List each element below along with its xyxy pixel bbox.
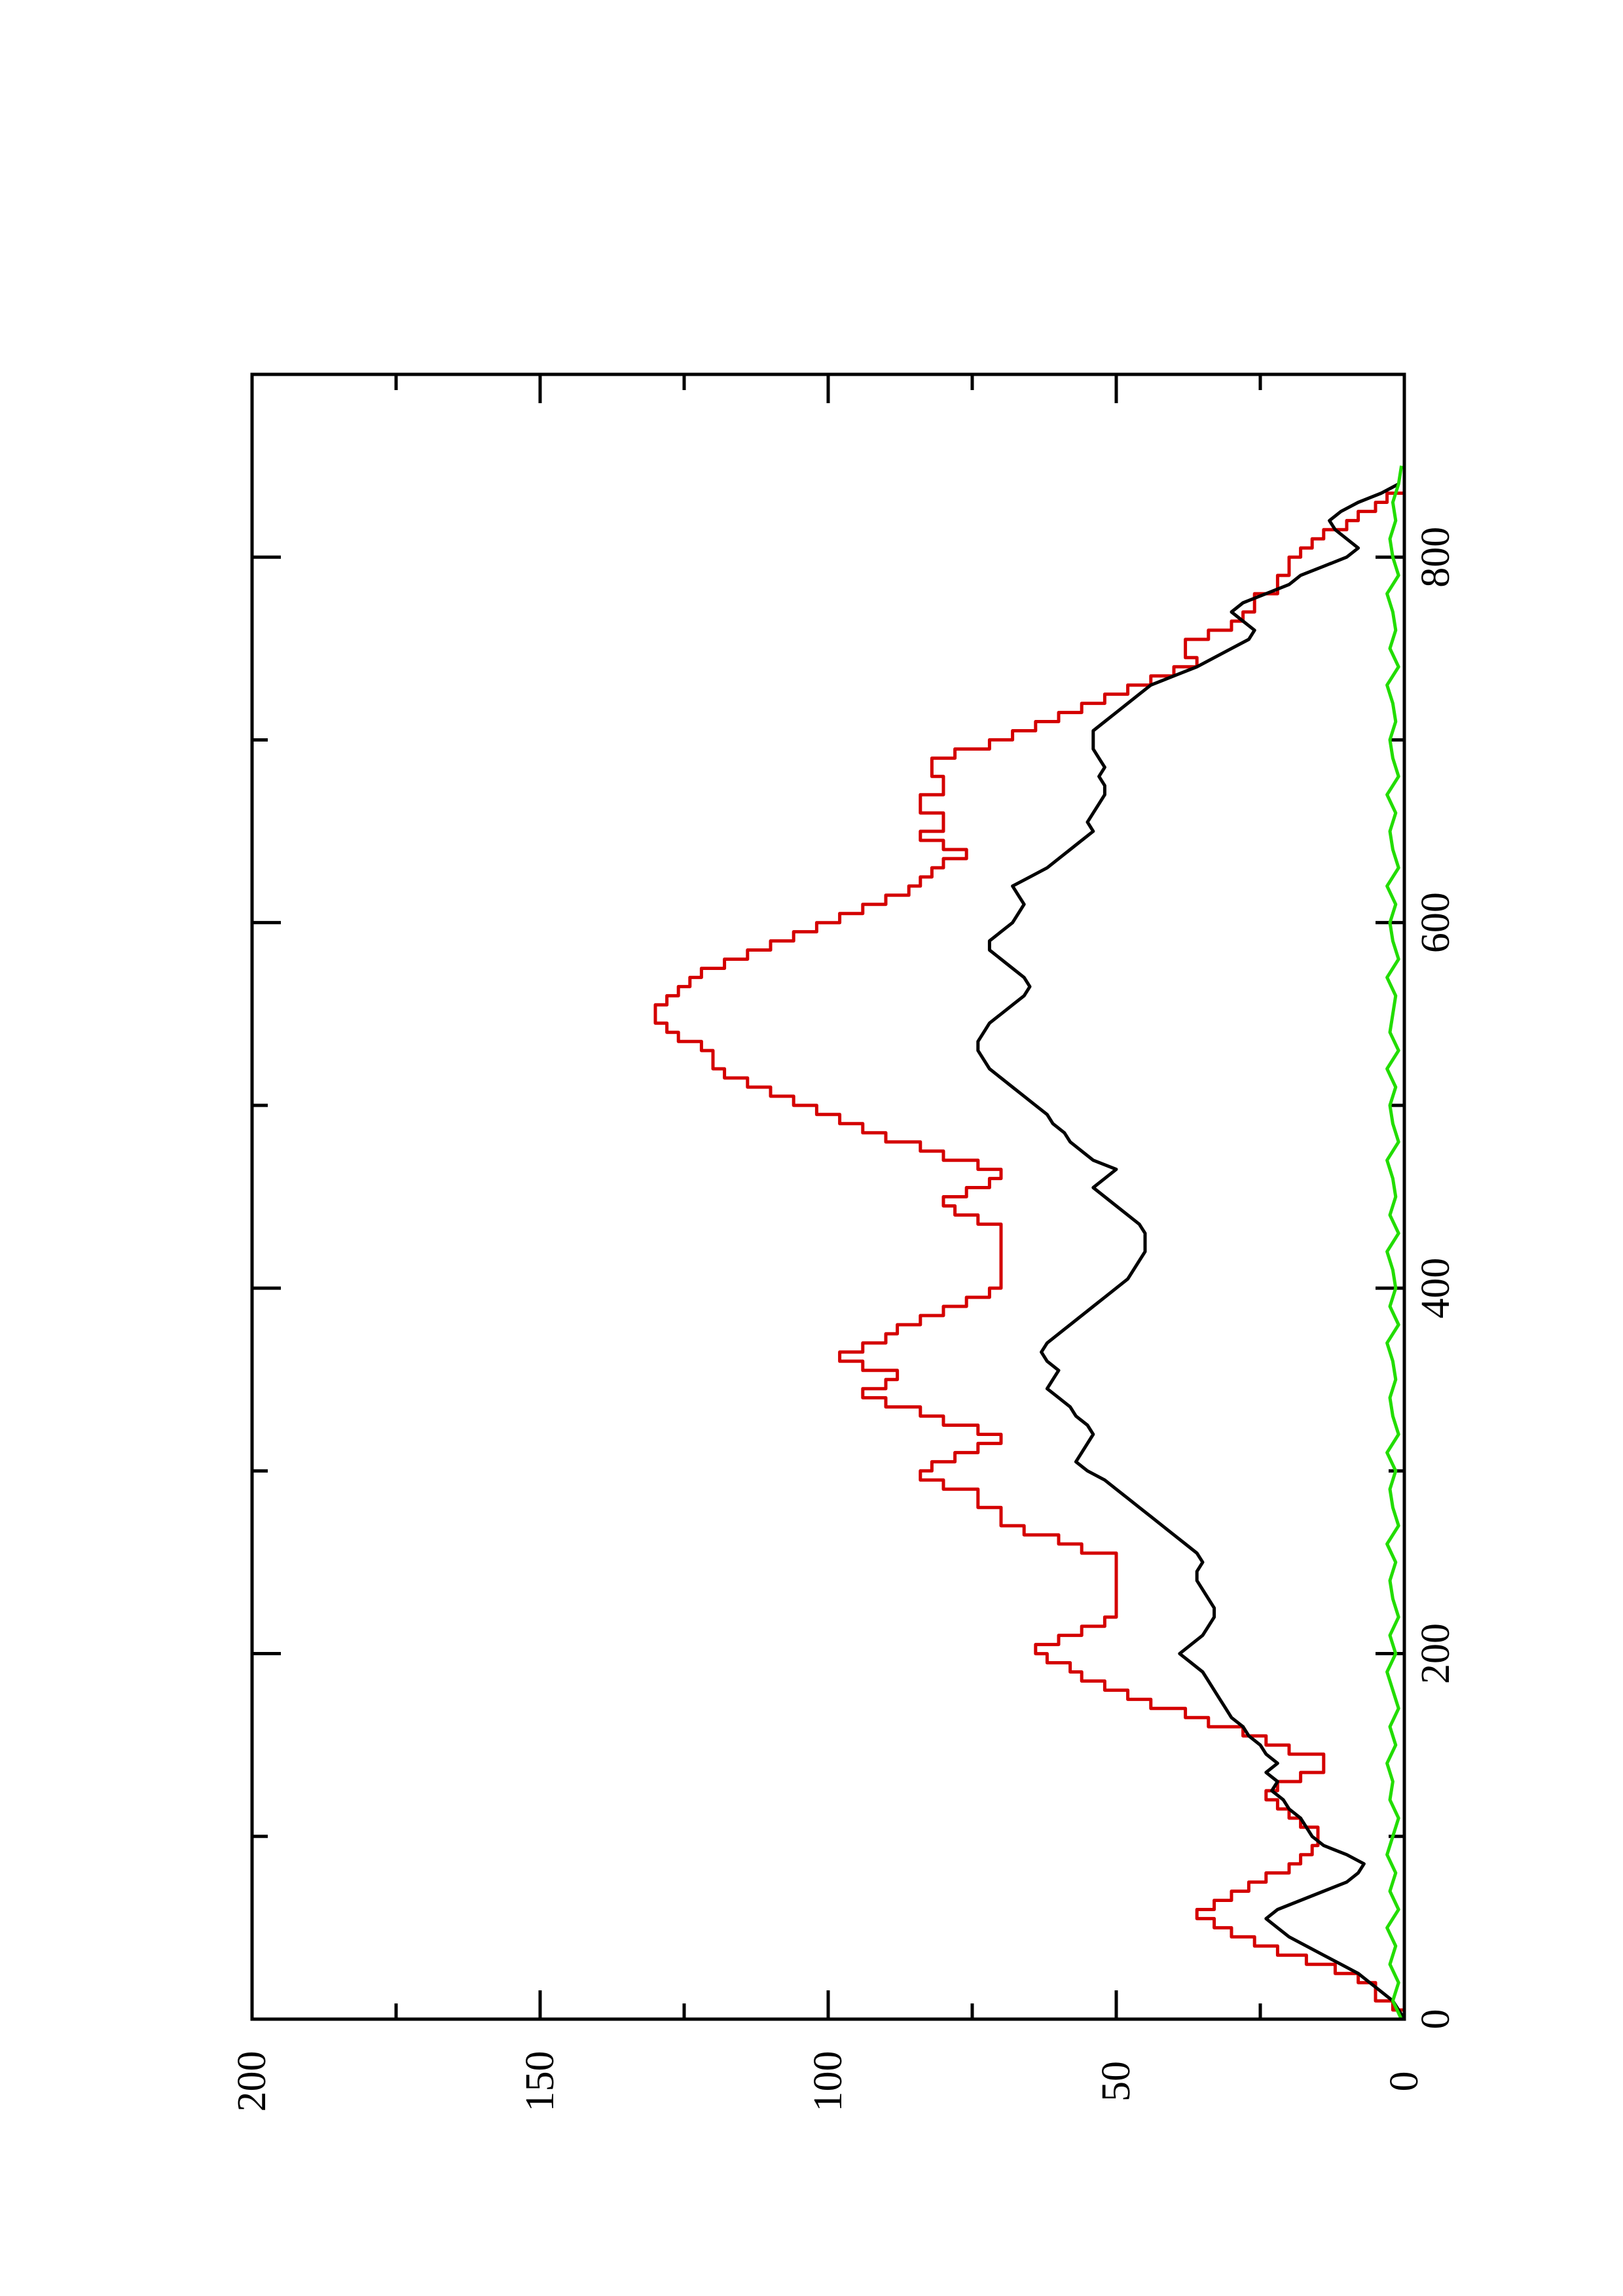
- series-line-2: [976, 482, 1406, 2020]
- y-tick-label: 200: [230, 2051, 274, 2112]
- plot-frame: [250, 372, 1406, 2021]
- x-tick-label: 400: [1413, 1258, 1458, 1319]
- series-group: [653, 465, 1406, 2020]
- series-line-1: [653, 492, 1406, 2019]
- series-line-3: [1385, 465, 1404, 2020]
- x-tick-label: 0: [1413, 2009, 1458, 2030]
- x-tick-label: 800: [1413, 527, 1458, 588]
- y-tick-label: 50: [1094, 2061, 1139, 2102]
- y-tick-label: 0: [1382, 2072, 1427, 2092]
- y-tick-label: 150: [518, 2051, 562, 2112]
- x-tick-label: 600: [1413, 892, 1458, 953]
- tick-labels: 0 200 400 600 800 0 50 100 150 200: [230, 527, 1458, 2112]
- x-tick-label: 200: [1413, 1623, 1458, 1684]
- y-tick-label: 100: [806, 2051, 850, 2112]
